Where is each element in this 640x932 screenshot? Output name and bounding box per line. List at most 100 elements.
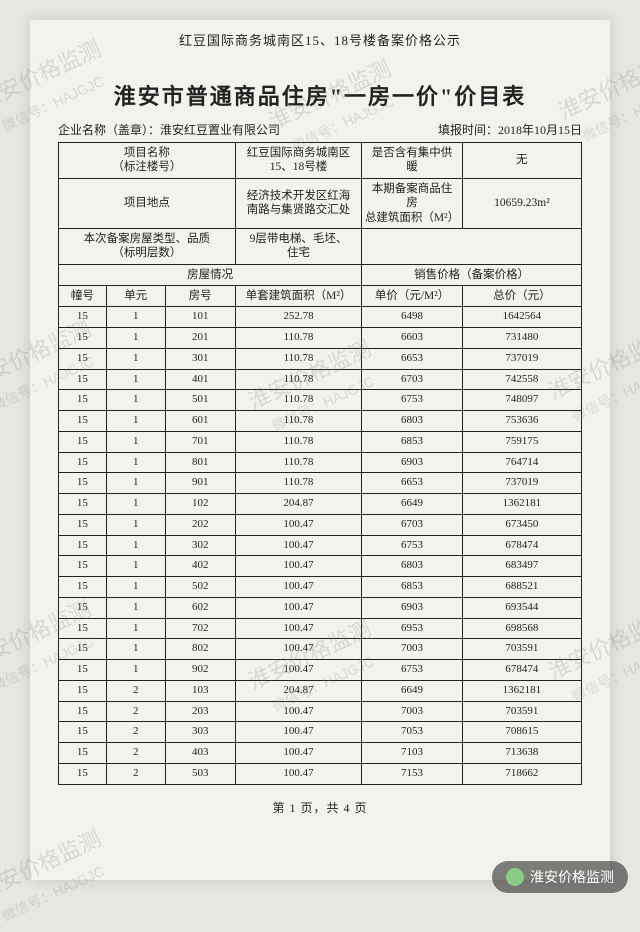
cell: 110.78: [235, 452, 362, 473]
cell: 15: [59, 618, 107, 639]
source-badge: 淮安价格监测: [492, 861, 628, 893]
cell: 703591: [462, 639, 581, 660]
cell: 678474: [462, 535, 581, 556]
table-row: 151801110.786903764714: [59, 452, 582, 473]
cell: 1642564: [462, 307, 581, 328]
project-name-value: 红豆国际商务城南区15、18号楼: [235, 143, 362, 179]
table-row: 152303100.477053708615: [59, 722, 582, 743]
cell: 683497: [462, 556, 581, 577]
period-label: 本期备案商品住房总建筑面积（M²）: [362, 178, 463, 228]
company-label: 企业名称（盖章）：淮安红豆置业有限公司: [58, 121, 280, 138]
cell: 15: [59, 701, 107, 722]
cell: 103: [165, 680, 235, 701]
cell: 6653: [362, 473, 463, 494]
cell: 15: [59, 328, 107, 349]
cell: 703591: [462, 701, 581, 722]
heating-value: 无: [462, 143, 581, 179]
table-row: 151501110.786753748097: [59, 390, 582, 411]
table-row: 151702100.476953698568: [59, 618, 582, 639]
cell: 403: [165, 743, 235, 764]
cell: 708615: [462, 722, 581, 743]
cell: 6653: [362, 348, 463, 369]
price-section: 销售价格（备案价格）: [362, 264, 582, 285]
cell: 303: [165, 722, 235, 743]
cell: 1362181: [462, 494, 581, 515]
cell: 6753: [362, 535, 463, 556]
cell: 501: [165, 390, 235, 411]
cell: 1: [106, 577, 165, 598]
cell: 15: [59, 431, 107, 452]
type-label: 本次备案房屋类型、品质（标明层数）: [59, 228, 236, 264]
cell: 6703: [362, 369, 463, 390]
cell: 7103: [362, 743, 463, 764]
cell: 100.47: [235, 722, 362, 743]
doc-subtitle: 红豆国际商务城南区15、18号楼备案价格公示: [30, 30, 610, 49]
cell: 1: [106, 348, 165, 369]
cell: 6753: [362, 390, 463, 411]
cell: 1: [106, 535, 165, 556]
col-unitprice: 单价（元/M²）: [362, 286, 463, 307]
cell: 6803: [362, 556, 463, 577]
cell: 6498: [362, 307, 463, 328]
table-row: 151601110.786803753636: [59, 411, 582, 432]
cell: 15: [59, 369, 107, 390]
cell: 1: [106, 639, 165, 660]
cell: 15: [59, 597, 107, 618]
cell: 110.78: [235, 328, 362, 349]
document-sheet: 红豆国际商务城南区15、18号楼备案价格公示 淮安市普通商品住房"一房一价"价目…: [30, 20, 610, 880]
cell: 301: [165, 348, 235, 369]
cell: 742558: [462, 369, 581, 390]
cell: 688521: [462, 577, 581, 598]
cell: 15: [59, 577, 107, 598]
cell: 100.47: [235, 556, 362, 577]
cell: 15: [59, 763, 107, 784]
cell: 15: [59, 680, 107, 701]
cell: 1: [106, 452, 165, 473]
cell: 100.47: [235, 743, 362, 764]
cell: 901: [165, 473, 235, 494]
cell: 110.78: [235, 431, 362, 452]
cell: 100.47: [235, 577, 362, 598]
cell: 7003: [362, 701, 463, 722]
table-row: 151302100.476753678474: [59, 535, 582, 556]
cell: 100.47: [235, 660, 362, 681]
cell: 1362181: [462, 680, 581, 701]
cell: 110.78: [235, 411, 362, 432]
table-row: 151201110.786603731480: [59, 328, 582, 349]
table-row: 152503100.477153718662: [59, 763, 582, 784]
cell: 693544: [462, 597, 581, 618]
meta-row: 企业名称（盖章）：淮安红豆置业有限公司 填报时间：2018年10月15日: [58, 121, 582, 138]
housing-section: 房屋情况: [59, 264, 362, 285]
cell: 802: [165, 639, 235, 660]
cell: 503: [165, 763, 235, 784]
cell: 1: [106, 473, 165, 494]
cell: 6953: [362, 618, 463, 639]
location-value: 经济技术开发区红海南路与集贤路交汇处: [235, 178, 362, 228]
cell: 15: [59, 307, 107, 328]
cell: 1: [106, 307, 165, 328]
cell: 713638: [462, 743, 581, 764]
table-row: 151502100.476853688521: [59, 577, 582, 598]
cell: 602: [165, 597, 235, 618]
col-room: 房号: [165, 286, 235, 307]
cell: 737019: [462, 473, 581, 494]
cell: 702: [165, 618, 235, 639]
cell: 6703: [362, 514, 463, 535]
table-row: 151602100.476903693544: [59, 597, 582, 618]
table-row: 152103204.8766491362181: [59, 680, 582, 701]
cell: 1: [106, 556, 165, 577]
cell: 100.47: [235, 514, 362, 535]
cell: 1: [106, 597, 165, 618]
table-row: 151802100.477003703591: [59, 639, 582, 660]
cell: 6753: [362, 660, 463, 681]
cell: 204.87: [235, 494, 362, 515]
cell: 110.78: [235, 369, 362, 390]
cell: 1: [106, 431, 165, 452]
report-date: 填报时间：2018年10月15日: [438, 121, 582, 138]
table-row: 151401110.786703742558: [59, 369, 582, 390]
cell: 698568: [462, 618, 581, 639]
cell: 6903: [362, 452, 463, 473]
cell: 2: [106, 680, 165, 701]
badge-text: 淮安价格监测: [530, 867, 614, 887]
table-row: 151101252.7864981642564: [59, 307, 582, 328]
